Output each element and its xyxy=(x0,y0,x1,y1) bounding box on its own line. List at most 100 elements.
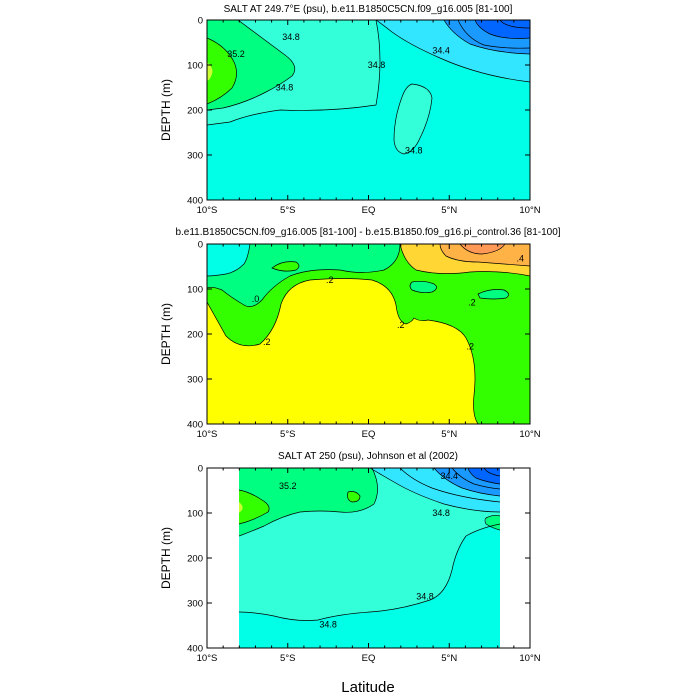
contour-label: 34.8 xyxy=(368,60,386,70)
panel-2-yellow-region xyxy=(207,278,478,424)
panel-1-title: SALT AT 249.7°E (psu), b.e11.B1850C5CN.f… xyxy=(224,4,513,15)
y-tick-label: 0 xyxy=(198,464,203,475)
panel-2-contour-f xyxy=(409,280,437,294)
contour-label: 34.8 xyxy=(405,146,423,156)
panel-2: b.e11.B1850C5CN.f09_g16.005 [81-100] - b… xyxy=(159,227,561,440)
panel-1-deep-blue-region xyxy=(475,20,530,39)
panel-1: SALT AT 249.7°E (psu), b.e11.B1850C5CN.f… xyxy=(159,4,541,216)
y-tick-label: 200 xyxy=(187,106,203,117)
x-tick-label: 10°N xyxy=(519,429,540,440)
x-tick-label: 5°N xyxy=(441,653,457,664)
panel-1-contour-c xyxy=(207,37,237,105)
panel-3-contour-k xyxy=(483,468,500,477)
x-tick-label: 5°S xyxy=(280,653,295,664)
panel-1-contour-f xyxy=(443,20,530,55)
y-tick-label: 400 xyxy=(187,644,203,655)
panel-2-contour-a xyxy=(207,278,479,424)
x-tick-label: 10°N xyxy=(519,205,540,216)
y-tick-label: 300 xyxy=(187,599,203,610)
panel-3-field xyxy=(239,468,500,648)
panel-2-contour-d xyxy=(271,261,300,272)
contour-label: .2 xyxy=(466,342,474,352)
panel-1-yellow-spot xyxy=(207,62,213,81)
panel-1-aqua-cell xyxy=(394,84,432,154)
y-tick-label: 400 xyxy=(187,196,203,207)
x-axis-label: Latitude xyxy=(341,679,394,696)
x-tick-label: EQ xyxy=(362,429,376,440)
contour-label: .0 xyxy=(252,294,260,304)
panel-3-green-right-cell xyxy=(486,515,500,530)
panel-1-contour-h xyxy=(499,20,530,29)
panel-3-yellow-spot xyxy=(239,502,243,513)
x-tick-label: EQ xyxy=(362,205,376,216)
panel-3-y-axis-label: DEPTH (m) xyxy=(159,527,173,589)
panel-2-contour-e xyxy=(477,289,509,300)
panel-3-contour-labels: 35.2 34.4 34.8 34.8 34.8 xyxy=(279,471,458,629)
contour-label: 34.8 xyxy=(276,83,294,93)
panel-2-green-right-tongue xyxy=(478,289,509,299)
panel-1-contour-i xyxy=(457,20,530,49)
panel-2-contour-i xyxy=(459,244,506,255)
x-tick-label: 5°S xyxy=(280,429,295,440)
contour-label: .2 xyxy=(468,298,476,308)
y-tick-label: 0 xyxy=(198,240,203,251)
panel-3-deep-blue-region xyxy=(468,468,500,484)
panel-2-contour-b xyxy=(207,244,401,307)
y-tick-label: 100 xyxy=(187,509,203,520)
y-tick-label: 0 xyxy=(198,16,203,27)
x-tick-label: EQ xyxy=(362,653,376,664)
x-tick-label: 10°N xyxy=(519,653,540,664)
contour-label: .2 xyxy=(326,275,334,285)
panel-1-contour-d xyxy=(393,83,433,155)
y-tick-label: 200 xyxy=(187,554,203,565)
panel-2-contour-g xyxy=(399,244,530,277)
panel-3-contour-i xyxy=(399,468,500,503)
y-tick-label: 200 xyxy=(187,330,203,341)
x-tick-label: 5°N xyxy=(441,205,457,216)
panel-2-contour-labels: .0 .2 .2 .2 .2 .2 .4 xyxy=(252,253,524,351)
panel-3-contour-c xyxy=(239,489,270,525)
panel-1-contour-a xyxy=(207,20,381,126)
panel-2-field xyxy=(207,244,530,424)
panel-1-y-axis-label: DEPTH (m) xyxy=(159,79,173,141)
panel-3-lime-cell xyxy=(347,491,360,502)
panel-3-title: SALT AT 250 (psu), Johnson et al (2002) xyxy=(278,451,458,462)
contour-label: 35.2 xyxy=(227,49,245,59)
panel-3-contour-g xyxy=(433,468,500,497)
contour-label: 35.2 xyxy=(279,481,297,491)
panel-1-contour-g xyxy=(474,20,530,39)
y-tick-label: 100 xyxy=(187,61,203,72)
panel-3-contour-j xyxy=(451,468,500,490)
x-tick-label: 5°N xyxy=(441,429,457,440)
panel-3-contour-e xyxy=(484,514,500,531)
panel-1-contour-b xyxy=(207,20,296,111)
contour-label: .4 xyxy=(517,253,525,263)
panel-2-green-right-cell xyxy=(410,281,437,293)
panel-2-contour-c xyxy=(207,244,251,277)
contour-label: .2 xyxy=(397,320,405,330)
contour-label: 34.8 xyxy=(432,508,450,518)
panel-3-contour-d xyxy=(347,491,361,503)
x-tick-label: 5°S xyxy=(280,205,295,216)
x-tick-label: 10°S xyxy=(197,429,218,440)
panel-3-contour-h xyxy=(467,468,500,485)
contour-label: 34.4 xyxy=(440,471,458,481)
panel-3-contour-f xyxy=(369,468,500,513)
contour-label: 34.8 xyxy=(282,32,300,42)
panel-2-y-axis-label: DEPTH (m) xyxy=(159,303,173,365)
contour-label: 34.4 xyxy=(432,46,450,56)
y-tick-label: 300 xyxy=(187,151,203,162)
panel-3-contour-b xyxy=(239,468,378,537)
panel-2-orange-core xyxy=(440,244,530,266)
panel-2-green-region xyxy=(207,244,400,307)
panel-3-contour-a xyxy=(239,523,500,621)
contour-label: .2 xyxy=(263,337,271,347)
contour-label: 34.8 xyxy=(416,591,434,601)
panel-3-green-region xyxy=(239,468,378,536)
y-tick-label: 100 xyxy=(187,285,203,296)
panel-2-contour-h xyxy=(439,244,530,267)
